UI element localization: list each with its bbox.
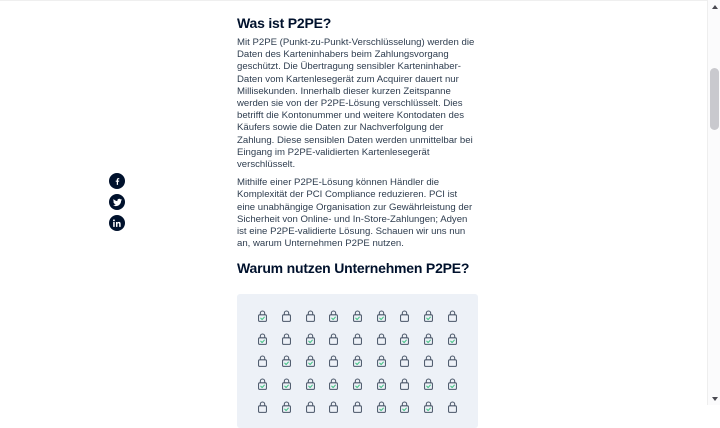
- lock-icon: [399, 309, 410, 323]
- lock-icon: [328, 354, 339, 368]
- lock-checked-icon: [305, 377, 316, 391]
- linkedin-share-button[interactable]: [109, 215, 125, 231]
- lock-checked-icon: [376, 400, 387, 414]
- section-heading-was-ist-p2pe: Was ist P2PE?: [237, 15, 332, 31]
- lock-checked-icon: [257, 377, 268, 391]
- lock-icon: [257, 400, 268, 414]
- lock-checked-icon: [447, 377, 458, 391]
- lock-checked-icon: [352, 309, 363, 323]
- up-arrow-icon: [711, 4, 718, 9]
- lock-checked-icon: [328, 377, 339, 391]
- lock-checked-icon: [423, 377, 434, 391]
- lock-checked-icon: [423, 400, 434, 414]
- lock-icon: [376, 332, 387, 346]
- linkedin-icon: [112, 218, 121, 227]
- lock-checked-icon: [376, 309, 387, 323]
- lock-icon: [447, 400, 458, 414]
- lock-grid-illustration: [237, 294, 478, 428]
- lock-checked-icon: [257, 309, 268, 323]
- lock-checked-icon: [376, 354, 387, 368]
- twitter-share-button[interactable]: [109, 194, 125, 210]
- twitter-icon: [112, 198, 122, 206]
- scrollbar[interactable]: [707, 0, 720, 405]
- lock-checked-icon: [305, 332, 316, 346]
- lock-checked-icon: [281, 354, 292, 368]
- scrollbar-thumb[interactable]: [710, 68, 719, 130]
- lock-checked-icon: [352, 354, 363, 368]
- lock-checked-icon: [399, 400, 410, 414]
- lock-checked-icon: [399, 332, 410, 346]
- article-content: Was ist P2PE? Mit P2PE (Punkt-zu-Punkt-V…: [237, 15, 478, 428]
- viewport-top-edge: [0, 0, 720, 1]
- lock-checked-icon: [423, 309, 434, 323]
- paragraph-p2pe-pci: Mithilfe einer P2PE-Lösung können Händle…: [237, 177, 473, 250]
- lock-checked-icon: [352, 377, 363, 391]
- lock-checked-icon: [281, 400, 292, 414]
- lock-icon: [399, 354, 410, 368]
- lock-icon: [281, 309, 292, 323]
- lock-icon: [328, 332, 339, 346]
- lock-checked-icon: [257, 332, 268, 346]
- lock-icon: [352, 332, 363, 346]
- social-share-rail: [109, 173, 126, 231]
- lock-icon: [447, 354, 458, 368]
- lock-checked-icon: [423, 332, 434, 346]
- section-heading-warum-nutzen: Warum nutzen Unternehmen P2PE?: [237, 260, 470, 277]
- down-arrow-icon: [711, 396, 718, 401]
- lock-checked-icon: [328, 309, 339, 323]
- lock-icon: [281, 332, 292, 346]
- lock-checked-icon: [281, 377, 292, 391]
- lock-icon: [305, 400, 316, 414]
- lock-icon: [447, 309, 458, 323]
- lock-checked-icon: [376, 377, 387, 391]
- facebook-icon: [115, 177, 119, 185]
- lock-icon: [257, 354, 268, 368]
- lock-checked-icon: [447, 332, 458, 346]
- lock-icon: [328, 400, 339, 414]
- scrollbar-up-arrow[interactable]: [708, 0, 720, 13]
- lock-checked-icon: [305, 354, 316, 368]
- lock-icon: [352, 400, 363, 414]
- lock-icon: [399, 377, 410, 391]
- paragraph-p2pe-definition: Mit P2PE (Punkt-zu-Punkt-Verschlüsselung…: [237, 37, 475, 171]
- scrollbar-down-arrow[interactable]: [708, 392, 720, 405]
- lock-icon: [305, 309, 316, 323]
- facebook-share-button[interactable]: [109, 173, 125, 189]
- lock-icon: [423, 354, 434, 368]
